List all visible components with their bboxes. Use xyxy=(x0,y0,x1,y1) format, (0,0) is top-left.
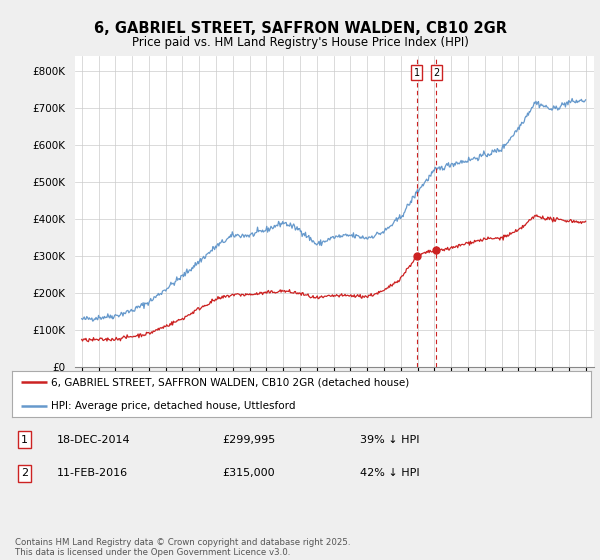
Text: 1: 1 xyxy=(21,435,28,445)
Text: 2: 2 xyxy=(433,68,439,78)
Text: HPI: Average price, detached house, Uttlesford: HPI: Average price, detached house, Uttl… xyxy=(52,400,296,410)
Text: Price paid vs. HM Land Registry's House Price Index (HPI): Price paid vs. HM Land Registry's House … xyxy=(131,36,469,49)
Text: 6, GABRIEL STREET, SAFFRON WALDEN, CB10 2GR: 6, GABRIEL STREET, SAFFRON WALDEN, CB10 … xyxy=(94,21,506,36)
Text: 39% ↓ HPI: 39% ↓ HPI xyxy=(360,435,419,445)
Text: 42% ↓ HPI: 42% ↓ HPI xyxy=(360,468,419,478)
Text: 6, GABRIEL STREET, SAFFRON WALDEN, CB10 2GR (detached house): 6, GABRIEL STREET, SAFFRON WALDEN, CB10 … xyxy=(52,377,410,388)
Text: £299,995: £299,995 xyxy=(222,435,275,445)
Text: Contains HM Land Registry data © Crown copyright and database right 2025.
This d: Contains HM Land Registry data © Crown c… xyxy=(15,538,350,557)
Text: 11-FEB-2016: 11-FEB-2016 xyxy=(57,468,128,478)
Text: 18-DEC-2014: 18-DEC-2014 xyxy=(57,435,131,445)
Text: £315,000: £315,000 xyxy=(222,468,275,478)
Text: 1: 1 xyxy=(414,68,420,78)
Text: 2: 2 xyxy=(21,468,28,478)
